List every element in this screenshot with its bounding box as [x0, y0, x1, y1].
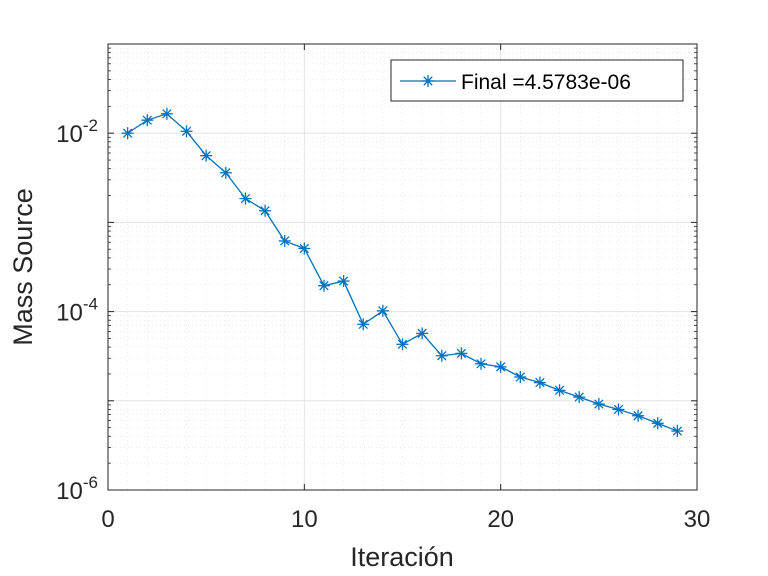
data-point: [376, 304, 389, 317]
data-point: [160, 107, 173, 120]
data-point: [278, 234, 291, 247]
data-point: [416, 327, 429, 340]
data-point: [317, 279, 330, 292]
data-point: [494, 360, 507, 373]
data-point: [259, 204, 272, 217]
y-axis-label: Mass Source: [8, 188, 38, 346]
data-point: [239, 192, 252, 205]
plot-frame: [107, 43, 698, 491]
data-point: [180, 125, 193, 138]
legend-box: [390, 59, 684, 102]
data-point: [553, 384, 566, 397]
data-point: [396, 338, 409, 351]
data-point: [121, 127, 134, 140]
y-tick-label: 10-6: [56, 473, 98, 505]
axes: 10-6 10-4 10-2 0 10 20 30: [56, 43, 711, 533]
plot-area: [108, 44, 697, 490]
data-point: [671, 425, 684, 438]
legend-label: Final =4.5783e-06: [461, 71, 631, 94]
data-point: [298, 242, 311, 255]
x-tick-label: 0: [101, 506, 114, 533]
data-point: [337, 275, 350, 288]
data-point: [435, 349, 448, 362]
series-layer: [121, 107, 684, 438]
data-point: [612, 403, 625, 416]
data-point: [592, 398, 605, 411]
x-tick-label: 10: [291, 506, 318, 533]
legend-marker-asterisk-icon: [422, 75, 434, 87]
x-axis-label: Iteración: [350, 542, 454, 572]
data-point: [632, 409, 645, 422]
y-tick-label: 10-2: [56, 116, 98, 148]
data-point: [651, 417, 664, 430]
x-tick-label: 20: [487, 506, 514, 533]
data-point: [357, 318, 370, 331]
data-point: [533, 376, 546, 389]
data-point: [573, 391, 586, 404]
data-point: [219, 166, 232, 179]
legend: Final =4.5783e-06: [390, 59, 684, 102]
y-tick-label: 10-4: [56, 295, 98, 327]
data-point: [455, 347, 468, 360]
data-point: [141, 114, 154, 127]
legend-marker-symbol: [422, 75, 434, 87]
data-point: [475, 357, 488, 370]
data-point: [514, 370, 527, 383]
x-tick-label: 30: [684, 506, 711, 533]
data-point: [200, 149, 213, 162]
